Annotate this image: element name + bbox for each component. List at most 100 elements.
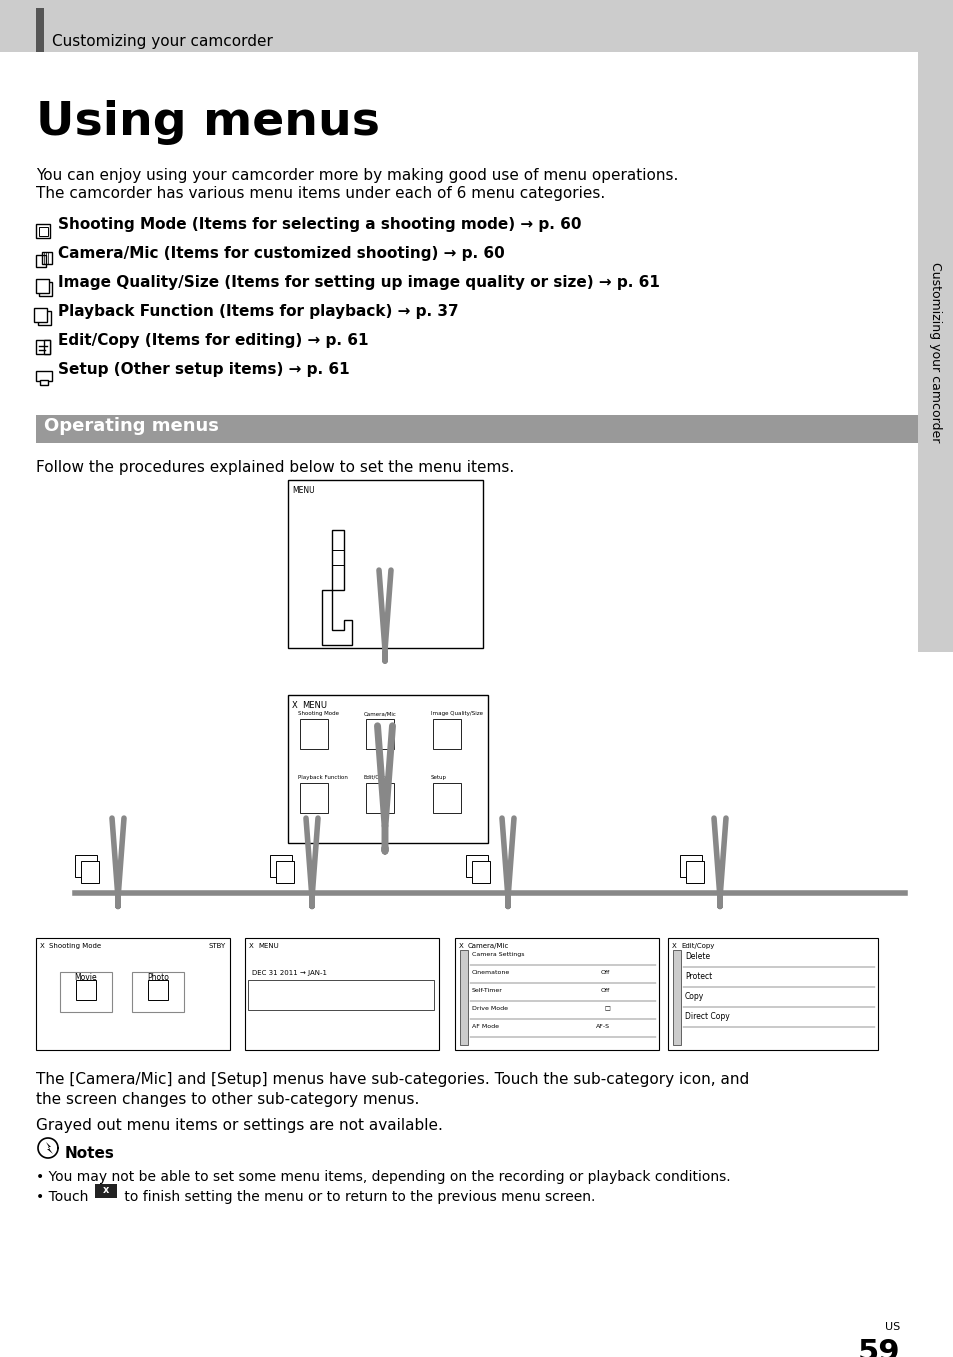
Bar (36, 8, 44, 52)
Text: Setup: Setup (431, 775, 447, 780)
Bar (248, 980, 434, 1010)
Bar (36, 255, 46, 267)
Text: Playback Function (Items for playback) → p. 37: Playback Function (Items for playback) →… (58, 304, 458, 319)
Text: STBY: STBY (209, 943, 226, 949)
Bar (455, 938, 659, 1050)
Bar (667, 938, 877, 1050)
Bar (36, 370, 52, 381)
Text: Shooting Mode: Shooting Mode (297, 711, 338, 716)
Text: Customizing your camcorder: Customizing your camcorder (52, 34, 273, 49)
Bar (60, 972, 112, 1012)
Text: X: X (671, 943, 676, 949)
Bar (245, 938, 438, 1050)
Text: The camcorder has various menu items under each of 6 menu categories.: The camcorder has various menu items und… (36, 186, 604, 201)
Text: Direct Copy: Direct Copy (684, 1012, 729, 1020)
Bar (81, 860, 99, 883)
Text: The [Camera/Mic] and [Setup] menus have sub-categories. Touch the sub-category i: The [Camera/Mic] and [Setup] menus have … (36, 1072, 748, 1087)
Text: 59: 59 (857, 1338, 899, 1357)
Text: • Touch: • Touch (36, 1190, 92, 1204)
Text: Shooting Mode: Shooting Mode (49, 943, 101, 949)
Bar (433, 783, 460, 813)
Bar (42, 252, 52, 265)
Bar (288, 480, 482, 649)
Bar (38, 311, 51, 324)
Text: Follow the procedures explained below to set the menu items.: Follow the procedures explained below to… (36, 460, 514, 475)
Bar (0, 0, 953, 52)
Text: Shooting Mode (Items for selecting a shooting mode) → p. 60: Shooting Mode (Items for selecting a sho… (58, 217, 581, 232)
Text: Using menus: Using menus (36, 100, 379, 145)
Bar (36, 415, 917, 442)
Bar (36, 224, 50, 237)
Bar (36, 280, 49, 293)
Bar (299, 783, 328, 813)
Bar (148, 980, 168, 1000)
Text: AF Mode: AF Mode (472, 1025, 498, 1029)
Bar (299, 719, 328, 749)
Text: the screen changes to other sub-category menus.: the screen changes to other sub-category… (36, 1092, 419, 1107)
Bar (39, 282, 52, 296)
Bar (685, 860, 703, 883)
Bar (472, 860, 490, 883)
Polygon shape (322, 590, 352, 645)
Text: MENU: MENU (292, 486, 314, 495)
Text: Camera/Mic: Camera/Mic (364, 711, 396, 716)
Text: DEC 31 2011 → JAN-1: DEC 31 2011 → JAN-1 (252, 970, 327, 976)
Text: X: X (292, 702, 297, 710)
Bar (44, 341, 50, 354)
Text: Edit/Copy: Edit/Copy (680, 943, 714, 949)
Text: Camera/Mic: Camera/Mic (468, 943, 509, 949)
Bar (40, 380, 48, 385)
Text: Grayed out menu items or settings are not available.: Grayed out menu items or settings are no… (36, 1118, 442, 1133)
Text: Image Quality/Size (Items for setting up image quality or size) → p. 61: Image Quality/Size (Items for setting up… (58, 275, 659, 290)
Bar (76, 980, 96, 1000)
Text: Camera/Mic (Items for customized shooting) → p. 60: Camera/Mic (Items for customized shootin… (58, 246, 504, 261)
Text: Playback Function: Playback Function (297, 775, 348, 780)
Bar (459, 950, 468, 1045)
Text: Movie: Movie (74, 973, 97, 982)
Bar (917, 52, 953, 651)
Bar (288, 695, 488, 843)
Text: Edit/Copy (Items for editing) → p. 61: Edit/Copy (Items for editing) → p. 61 (58, 332, 368, 347)
Text: X: X (249, 943, 253, 949)
Text: You can enjoy using your camcorder more by making good use of menu operations.: You can enjoy using your camcorder more … (36, 168, 678, 183)
Text: AF-S: AF-S (596, 1025, 609, 1029)
Bar (275, 860, 294, 883)
Text: MENU: MENU (257, 943, 278, 949)
Bar (366, 719, 394, 749)
Text: Operating menus: Operating menus (44, 417, 218, 436)
Text: to finish setting the menu or to return to the previous menu screen.: to finish setting the menu or to return … (120, 1190, 595, 1204)
Text: Camera Settings: Camera Settings (472, 953, 524, 957)
Text: Delete: Delete (684, 953, 709, 961)
Bar (270, 855, 292, 877)
Bar (34, 308, 47, 322)
Text: US: US (883, 1322, 899, 1333)
Bar (75, 855, 97, 877)
Text: MENU: MENU (302, 702, 327, 710)
Text: Off: Off (600, 988, 609, 993)
Text: Photo: Photo (147, 973, 169, 982)
Bar (332, 531, 344, 590)
Text: X: X (458, 943, 463, 949)
Text: • You may not be able to set some menu items, depending on the recording or play: • You may not be able to set some menu i… (36, 1170, 730, 1185)
Bar (36, 341, 50, 354)
Bar (132, 972, 184, 1012)
Text: Self-Timer: Self-Timer (472, 988, 502, 993)
Text: X: X (40, 943, 45, 949)
Text: Customizing your camcorder: Customizing your camcorder (928, 262, 942, 442)
Text: x: x (103, 1185, 109, 1196)
Bar (36, 938, 230, 1050)
Bar (366, 783, 394, 813)
Bar (672, 950, 680, 1045)
Text: Notes: Notes (65, 1147, 114, 1162)
Bar (95, 1185, 117, 1198)
Bar (465, 855, 488, 877)
Polygon shape (46, 1143, 53, 1153)
Bar (433, 719, 460, 749)
Bar (679, 855, 701, 877)
Text: Copy: Copy (684, 992, 703, 1001)
Text: □: □ (603, 1006, 609, 1011)
Text: Cinematone: Cinematone (472, 970, 510, 974)
Text: Off: Off (600, 970, 609, 974)
Text: Drive Mode: Drive Mode (472, 1006, 507, 1011)
Text: Setup (Other setup items) → p. 61: Setup (Other setup items) → p. 61 (58, 362, 349, 377)
